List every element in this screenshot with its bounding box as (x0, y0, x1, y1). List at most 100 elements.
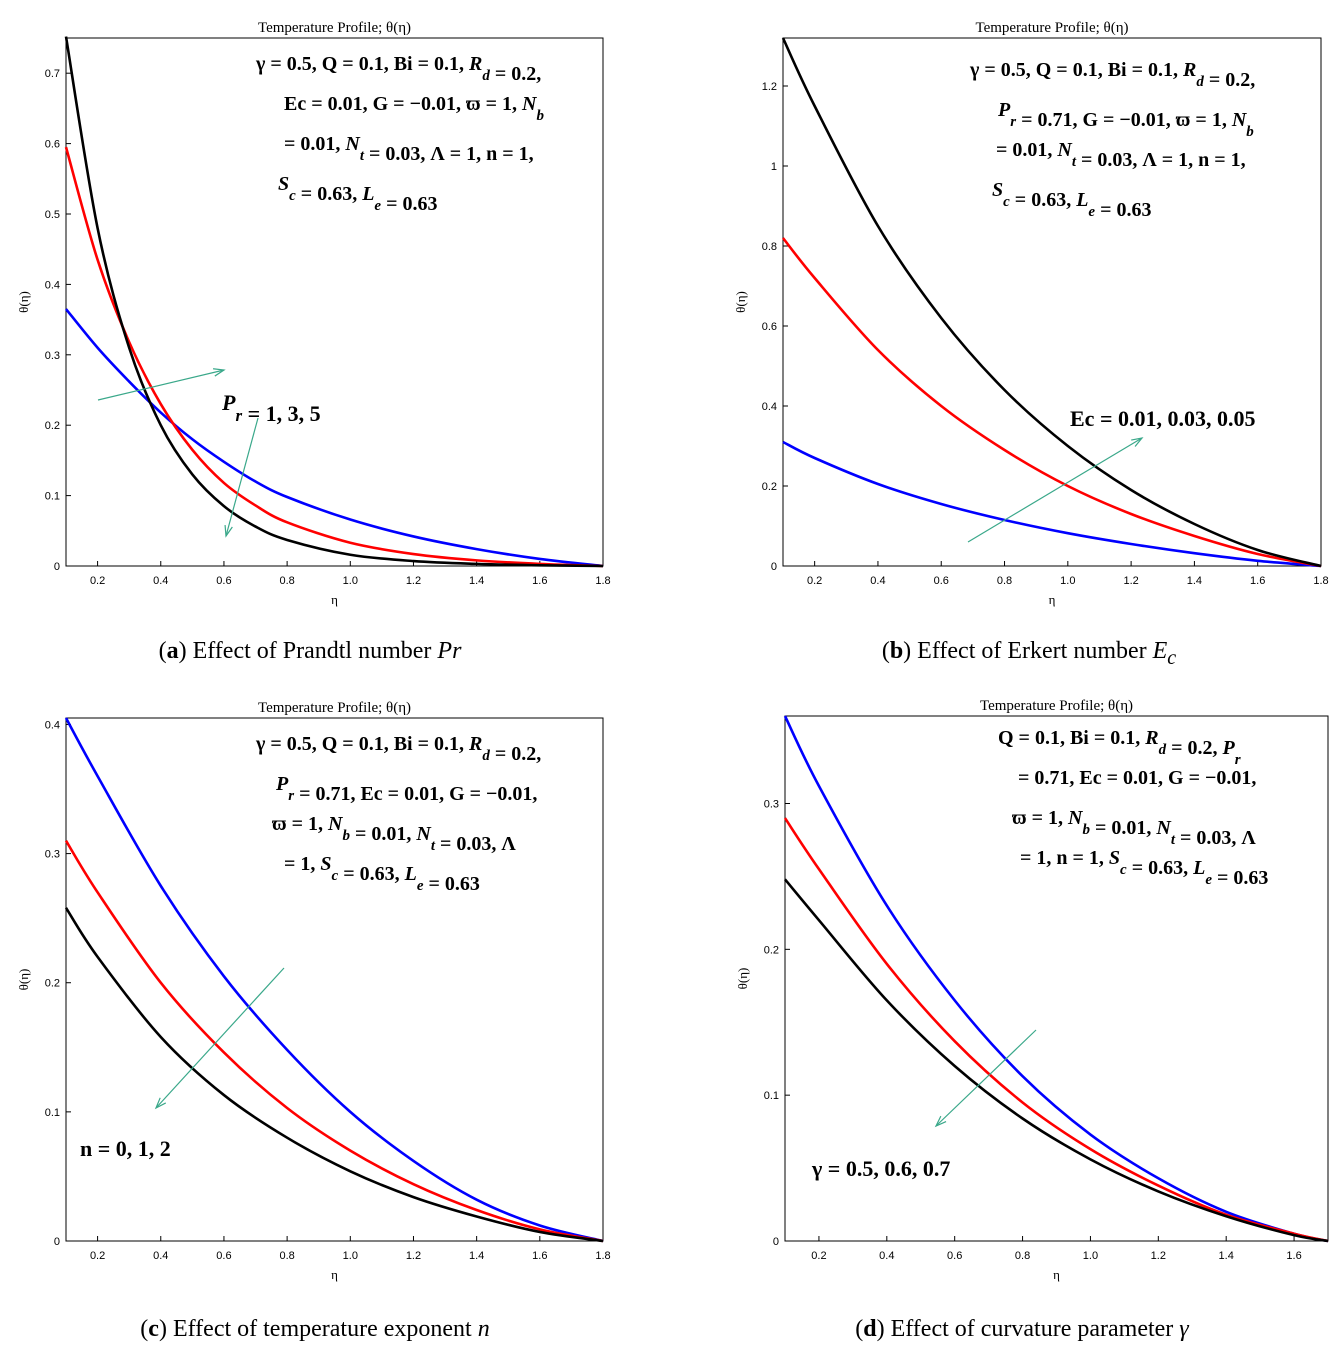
y-tick-label: 1 (771, 161, 777, 173)
x-tick-label: 0.6 (216, 1250, 231, 1262)
y-tick-label: 0.2 (762, 481, 777, 493)
x-tick-label: 1.6 (1286, 1250, 1301, 1262)
series-line-2 (781, 237, 1322, 568)
parameter-annotation-line: Pr = 0.71, Ec = 0.01, G = −0.01, (275, 773, 537, 805)
x-tick-label: 0.2 (90, 575, 105, 587)
x-tick-label: 1.4 (469, 575, 484, 587)
y-tick-label: 0 (773, 1236, 779, 1248)
series-line-2 (64, 840, 604, 1243)
x-tick-label: 0.4 (153, 1250, 168, 1262)
y-tick-label: 0.4 (45, 279, 60, 291)
chart-panel-b: Temperature Profile; θ(η) 0.2 0.4 0.6 0.8 1.0… (700, 10, 1340, 620)
parameter-annotation-line: = 1, n = 1, Sc = 0.63, Le = 0.63 (1020, 847, 1268, 889)
y-tick-label: 0.6 (762, 321, 777, 333)
parameter-annotation-line: = 0.01, Nt = 0.03, Λ = 1, n = 1, (996, 139, 1246, 171)
x-tick-label: 1.6 (532, 575, 547, 587)
series-line-1 (783, 715, 1329, 1243)
series-line-1 (64, 717, 604, 1243)
y-axis-label: θ(η) (16, 969, 31, 991)
caption-a: (a) Effect of Prandtl number Pr (158, 638, 462, 664)
series-line-1 (782, 440, 1322, 568)
y-axis-label: θ(η) (735, 968, 750, 990)
x-tick-label: 1.0 (343, 1250, 358, 1262)
parameter-annotation-line: γ = 0.5, Q = 0.1, Bi = 0.1, Rd = 0.2, (255, 733, 541, 765)
parameter-annotation-line: ϖ = 1, Nb = 0.01, Nt = 0.03, Λ (1012, 807, 1256, 849)
series-line-1 (64, 308, 604, 568)
x-tick-label: 0.4 (153, 575, 168, 587)
chart-a: Temperature Profile; θ(η) 0.2 0.4 0.6 0.8 1.0… (16, 20, 611, 607)
parameter-annotation-line: Pr = 0.71, G = −0.01, ϖ = 1, Nb (997, 99, 1254, 140)
y-tick-label: 0.4 (762, 401, 777, 413)
x-tick-label: 1.2 (1123, 575, 1138, 587)
x-tick-label: 1.0 (343, 575, 358, 587)
trend-arrow (154, 967, 285, 1110)
chart-d: Temperature Profile; θ(η) 0.2 0.4 0.6 0.8 1.0… (735, 698, 1329, 1282)
parameter-label: n = 0, 1, 2 (80, 1136, 171, 1161)
y-axis-label: θ(η) (733, 291, 748, 313)
x-tick-label: 1.0 (1083, 1250, 1098, 1262)
x-tick-label: 0.6 (934, 575, 949, 587)
y-tick-label: 0 (771, 561, 777, 573)
chart-c: Temperature Profile; θ(η) 0.2 0.4 0.6 0.8 1.0… (16, 700, 611, 1282)
trend-arrow (934, 1029, 1037, 1128)
parameter-annotation-line: Sc = 0.63, Le = 0.63 (278, 173, 438, 215)
parameter-annotation-line: γ = 0.5, Q = 0.1, Bi = 0.1, Rd = 0.2, (255, 53, 541, 85)
parameter-annotation-line: = 0.71, Ec = 0.01, G = −0.01, (1018, 767, 1256, 789)
y-tick-label: 0.2 (764, 944, 779, 956)
parameter-annotation-line: Sc = 0.63, Le = 0.63 (992, 179, 1152, 221)
parameter-label: Pr = 1, 3, 5 (221, 390, 321, 426)
plot-frame (65, 37, 604, 567)
y-tick-label: 0.4 (45, 719, 60, 731)
x-tick-label: 0.6 (947, 1250, 962, 1262)
x-tick-label: 0.8 (997, 575, 1012, 587)
parameter-annotation-line: = 1, Sc = 0.63, Le = 0.63 (284, 853, 480, 895)
parameter-annotation-line: Q = 0.1, Bi = 0.1, Rd = 0.2, Pr (998, 727, 1241, 768)
y-tick-label: 0 (54, 1236, 60, 1248)
y-tick-label: 1.2 (762, 81, 777, 93)
series-line-3 (64, 907, 604, 1243)
y-tick-label: 0.7 (45, 68, 60, 80)
y-tick-label: 0 (54, 561, 60, 573)
y-tick-label: 0.8 (762, 241, 777, 253)
parameter-annotation-line: Ec = 0.01, G = −0.01, ϖ = 1, Nb (284, 93, 544, 124)
parameter-label: γ = 0.5, 0.6, 0.7 (811, 1156, 950, 1181)
chart-b: Temperature Profile; θ(η) 0.2 0.4 0.6 0.8 1.0… (733, 20, 1329, 607)
x-tick-label: 1.2 (406, 575, 421, 587)
x-tick-label: 0.2 (90, 1250, 105, 1262)
y-tick-label: 0.2 (45, 420, 60, 432)
x-tick-label: 1.8 (595, 575, 610, 587)
x-tick-label: 0.2 (807, 575, 822, 587)
x-tick-label: 1.4 (1219, 1250, 1234, 1262)
y-tick-label: 0.2 (45, 978, 60, 990)
y-tick-label: 0.1 (45, 491, 60, 503)
x-axis-label: η (1053, 1267, 1060, 1282)
caption-b: (b) Effect of Erkert number Ec (881, 638, 1177, 669)
chart-title: Temperature Profile; θ(η) (258, 20, 411, 36)
trend-arrow (967, 437, 1144, 543)
chart-title: Temperature Profile; θ(η) (258, 700, 411, 716)
x-tick-label: 0.8 (1015, 1250, 1030, 1262)
x-tick-label: 1.4 (469, 1250, 484, 1262)
chart-title: Temperature Profile; θ(η) (975, 20, 1128, 36)
x-tick-label: 1.2 (406, 1250, 421, 1262)
parameter-annotation-line: γ = 0.5, Q = 0.1, Bi = 0.1, Rd = 0.2, (969, 59, 1255, 91)
x-tick-label: 0.4 (879, 1250, 894, 1262)
chart-panel-d: Temperature Profile; θ(η) 0.2 0.4 0.6 0.8 1.0… (700, 688, 1340, 1298)
x-tick-label: 0.8 (279, 1250, 294, 1262)
y-tick-label: 0.1 (45, 1107, 60, 1119)
chart-panel-c: Temperature Profile; θ(η) 0.2 0.4 0.6 0.8 1.0… (0, 688, 640, 1298)
series-line-3 (781, 37, 1322, 568)
y-tick-label: 0.3 (45, 350, 60, 362)
series-line-3 (64, 36, 604, 568)
caption-c: (c) Effect of temperature exponent n (140, 1316, 490, 1342)
x-tick-label: 1.0 (1060, 575, 1075, 587)
x-tick-label: 1.4 (1187, 575, 1202, 587)
y-tick-label: 0.3 (45, 849, 60, 861)
parameter-label: Ec = 0.01, 0.03, 0.05 (1070, 406, 1255, 431)
x-tick-label: 0.8 (279, 575, 294, 587)
x-tick-label: 1.6 (1250, 575, 1265, 587)
x-tick-label: 0.2 (811, 1250, 826, 1262)
y-axis-label: θ(η) (16, 291, 31, 313)
trend-arrow (224, 417, 259, 538)
x-tick-label: 0.4 (870, 575, 885, 587)
